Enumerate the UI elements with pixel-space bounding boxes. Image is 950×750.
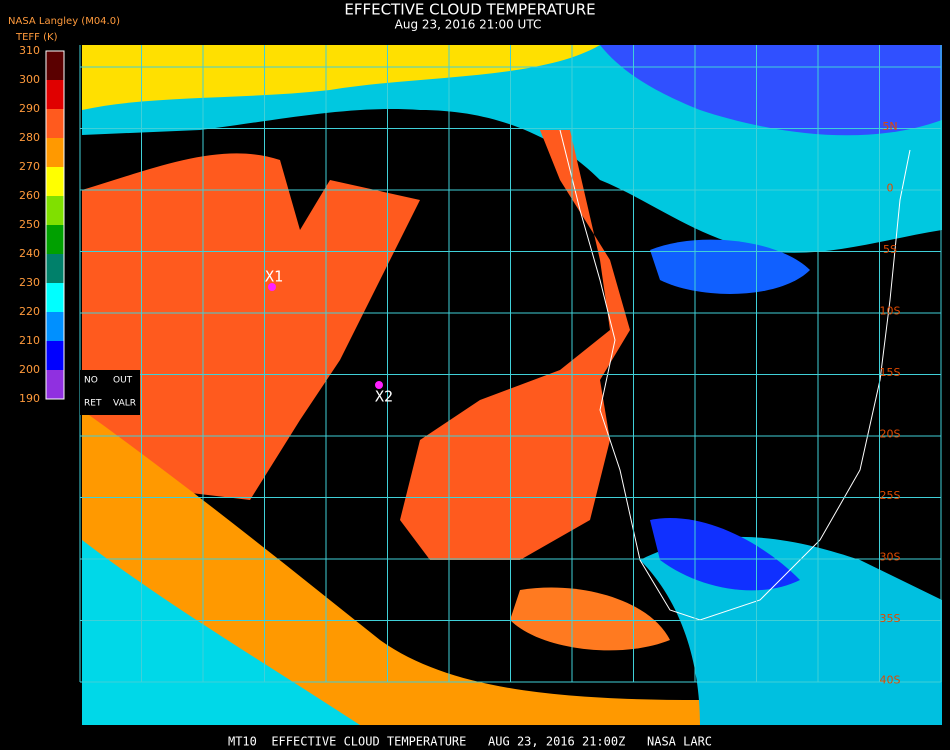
colorbar-swatch [46, 109, 64, 138]
colorbar-label: 250 [19, 218, 40, 231]
cloud-orange-patch [510, 587, 670, 651]
colorbar-swatch [46, 167, 64, 196]
lat-lon-grid [79, 45, 942, 683]
colorbar-label: 310 [19, 44, 40, 57]
colorbar-swatch [46, 51, 64, 80]
lat-label: 5S [883, 243, 897, 256]
colorbar-swatch [46, 370, 64, 399]
satellite-image [82, 45, 942, 725]
colorbar-label: 200 [19, 363, 40, 376]
subtitle: Aug 23, 2016 21:00 UTC [395, 18, 542, 32]
colorbar: 310 300 290 280 270 260 250 240 230 220 210 200 190 [19, 44, 65, 405]
source: NASA Langley (M04.0) [8, 16, 120, 27]
lat-label: 30S [880, 551, 901, 564]
lat-label: 20S [880, 428, 901, 441]
marker-label: X2 [375, 388, 393, 406]
colorbar-label: 190 [19, 392, 40, 405]
marker-point [375, 381, 383, 389]
note: OUT [113, 376, 133, 386]
notes-box [80, 370, 140, 415]
colorbar-swatch [46, 312, 64, 341]
lat-label: 35S [880, 612, 901, 625]
lat-label: 15S [880, 366, 901, 379]
colorbar-label: 260 [19, 189, 40, 202]
cloud-cyan-southwest [82, 540, 360, 725]
colorbar-swatch [46, 80, 64, 109]
colorbar-swatch [46, 196, 64, 225]
cloud-blue-southeast [650, 518, 800, 591]
colorbar-label: 270 [19, 160, 40, 173]
colorbar-swatch [46, 283, 64, 312]
note: RET [84, 399, 102, 409]
colorbar-swatch [46, 225, 64, 254]
coastline [559, 129, 911, 621]
colorbar-swatch [46, 341, 64, 370]
marker-label: X1 [265, 268, 283, 286]
note: NO [84, 376, 98, 386]
colorbar-label: 210 [19, 334, 40, 347]
cloud-orange-west [82, 153, 420, 500]
colorbar-label: 230 [19, 276, 40, 289]
colorbar-swatch [46, 254, 64, 283]
note: VALR [113, 399, 136, 409]
colorbar-swatch [46, 138, 64, 167]
title: EFFECTIVE CLOUD TEMPERATURE [344, 1, 595, 19]
lat-label: 5N [882, 120, 897, 133]
latitude-labels: 5N 0 5S 10S 15S 20S 25S 30S 35S 40S [880, 120, 901, 687]
marker-point [268, 283, 276, 291]
cloud-orange-main [270, 130, 630, 560]
lat-label: 10S [880, 305, 901, 318]
colorbar-label: 220 [19, 305, 40, 318]
cloud-top-blue [600, 45, 942, 136]
lat-label: 25S [880, 489, 901, 502]
colorbar-label: 240 [19, 247, 40, 260]
lat-label: 0 [887, 182, 894, 195]
colorbar-label: 290 [19, 102, 40, 115]
colorbar-label: 280 [19, 131, 40, 144]
lat-label: 40S [880, 674, 901, 687]
colorbar-label: 300 [19, 73, 40, 86]
unit: TEFF (K) [15, 32, 58, 43]
footer: MT10 EFFECTIVE CLOUD TEMPERATURE AUG 23,… [228, 735, 712, 749]
cloud-top-yellow [82, 45, 600, 110]
cloud-blue-patch [650, 239, 810, 294]
colorbar-frame [45, 50, 65, 400]
